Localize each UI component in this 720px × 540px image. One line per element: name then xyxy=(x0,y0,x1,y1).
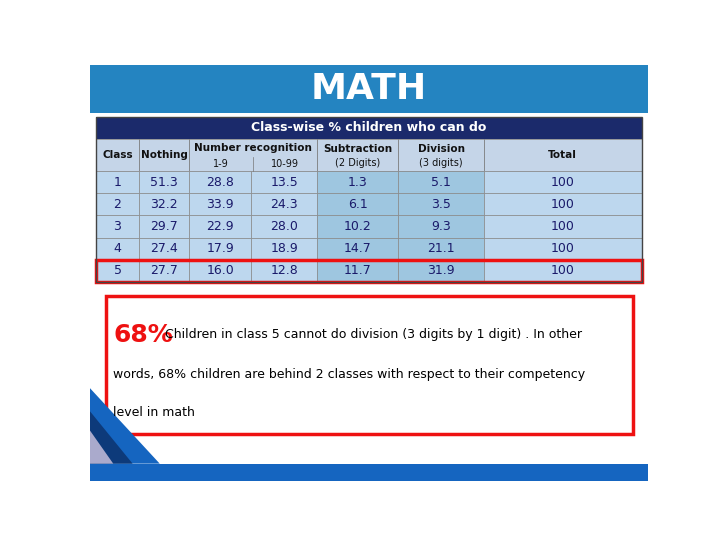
Text: 1-9: 1-9 xyxy=(213,159,229,169)
Text: 11.7: 11.7 xyxy=(344,265,372,278)
FancyBboxPatch shape xyxy=(90,464,648,481)
Text: 27.7: 27.7 xyxy=(150,265,178,278)
Polygon shape xyxy=(90,411,132,464)
FancyBboxPatch shape xyxy=(317,260,398,282)
Text: Division: Division xyxy=(418,144,464,154)
Text: Class-wise % children who can do: Class-wise % children who can do xyxy=(251,122,487,134)
Text: Children in class 5 cannot do division (3 digits by 1 digit) . In other: Children in class 5 cannot do division (… xyxy=(161,328,582,341)
FancyBboxPatch shape xyxy=(398,139,484,171)
Text: 1.3: 1.3 xyxy=(348,176,368,188)
Text: 5.1: 5.1 xyxy=(431,176,451,188)
Text: 4: 4 xyxy=(114,242,122,255)
FancyBboxPatch shape xyxy=(317,215,398,238)
FancyBboxPatch shape xyxy=(189,238,251,260)
FancyBboxPatch shape xyxy=(189,215,251,238)
FancyBboxPatch shape xyxy=(251,238,317,260)
Text: 9.3: 9.3 xyxy=(431,220,451,233)
FancyBboxPatch shape xyxy=(251,260,317,282)
FancyBboxPatch shape xyxy=(251,171,317,193)
Text: Subtraction: Subtraction xyxy=(323,144,392,154)
Text: 3: 3 xyxy=(114,220,122,233)
Text: 22.9: 22.9 xyxy=(207,220,234,233)
Text: Number recognition: Number recognition xyxy=(194,143,312,153)
Text: 21.1: 21.1 xyxy=(427,242,455,255)
FancyBboxPatch shape xyxy=(484,260,642,282)
FancyBboxPatch shape xyxy=(484,171,642,193)
Text: 18.9: 18.9 xyxy=(270,242,298,255)
Text: 100: 100 xyxy=(551,220,575,233)
Text: 14.7: 14.7 xyxy=(344,242,372,255)
FancyBboxPatch shape xyxy=(317,171,398,193)
Text: 100: 100 xyxy=(551,198,575,211)
FancyBboxPatch shape xyxy=(139,171,189,193)
Text: 16.0: 16.0 xyxy=(207,265,234,278)
FancyBboxPatch shape xyxy=(189,171,251,193)
Text: 13.5: 13.5 xyxy=(270,176,298,188)
Text: 31.9: 31.9 xyxy=(427,265,455,278)
Text: 2: 2 xyxy=(114,198,122,211)
FancyBboxPatch shape xyxy=(251,193,317,215)
FancyBboxPatch shape xyxy=(317,193,398,215)
FancyBboxPatch shape xyxy=(139,238,189,260)
FancyBboxPatch shape xyxy=(139,193,189,215)
FancyBboxPatch shape xyxy=(96,215,139,238)
Text: 32.2: 32.2 xyxy=(150,198,178,211)
FancyBboxPatch shape xyxy=(96,171,139,193)
FancyBboxPatch shape xyxy=(398,193,484,215)
Text: 6.1: 6.1 xyxy=(348,198,368,211)
Text: 28.8: 28.8 xyxy=(206,176,234,188)
FancyBboxPatch shape xyxy=(317,238,398,260)
FancyBboxPatch shape xyxy=(484,238,642,260)
FancyBboxPatch shape xyxy=(90,65,648,112)
Text: 100: 100 xyxy=(551,176,575,188)
FancyBboxPatch shape xyxy=(189,193,251,215)
FancyBboxPatch shape xyxy=(106,296,632,434)
Text: 1: 1 xyxy=(114,176,122,188)
FancyBboxPatch shape xyxy=(398,215,484,238)
FancyBboxPatch shape xyxy=(484,193,642,215)
Text: 29.7: 29.7 xyxy=(150,220,178,233)
FancyBboxPatch shape xyxy=(139,139,189,171)
FancyBboxPatch shape xyxy=(189,260,251,282)
FancyBboxPatch shape xyxy=(139,260,189,282)
Text: 100: 100 xyxy=(551,242,575,255)
Text: 3.5: 3.5 xyxy=(431,198,451,211)
Text: 33.9: 33.9 xyxy=(207,198,234,211)
FancyBboxPatch shape xyxy=(251,215,317,238)
FancyBboxPatch shape xyxy=(398,260,484,282)
Text: 27.4: 27.4 xyxy=(150,242,178,255)
Text: MATH: MATH xyxy=(311,72,427,106)
FancyBboxPatch shape xyxy=(484,215,642,238)
FancyBboxPatch shape xyxy=(96,117,642,139)
Text: 28.0: 28.0 xyxy=(270,220,298,233)
FancyBboxPatch shape xyxy=(96,193,139,215)
FancyBboxPatch shape xyxy=(96,238,139,260)
Text: 24.3: 24.3 xyxy=(270,198,298,211)
Polygon shape xyxy=(90,388,160,464)
FancyBboxPatch shape xyxy=(96,139,139,171)
FancyBboxPatch shape xyxy=(484,139,642,171)
Text: words, 68% children are behind 2 classes with respect to their competency: words, 68% children are behind 2 classes… xyxy=(113,368,585,381)
Polygon shape xyxy=(90,430,113,464)
Text: 17.9: 17.9 xyxy=(207,242,234,255)
Text: 10-99: 10-99 xyxy=(271,159,299,169)
FancyBboxPatch shape xyxy=(398,171,484,193)
Text: 12.8: 12.8 xyxy=(270,265,298,278)
Text: 68%: 68% xyxy=(113,322,173,347)
FancyBboxPatch shape xyxy=(139,215,189,238)
Text: 51.3: 51.3 xyxy=(150,176,178,188)
Text: 100: 100 xyxy=(551,265,575,278)
Text: level in math: level in math xyxy=(113,406,195,419)
FancyBboxPatch shape xyxy=(317,139,398,171)
Text: (3 digits): (3 digits) xyxy=(419,158,463,168)
FancyBboxPatch shape xyxy=(398,238,484,260)
Text: (2 Digits): (2 Digits) xyxy=(335,158,380,168)
Text: Nothing: Nothing xyxy=(140,150,187,160)
FancyBboxPatch shape xyxy=(96,260,139,282)
Text: 10.2: 10.2 xyxy=(344,220,372,233)
Text: 5: 5 xyxy=(114,265,122,278)
Text: Total: Total xyxy=(549,150,577,160)
FancyBboxPatch shape xyxy=(189,139,317,171)
Text: Class: Class xyxy=(102,150,132,160)
